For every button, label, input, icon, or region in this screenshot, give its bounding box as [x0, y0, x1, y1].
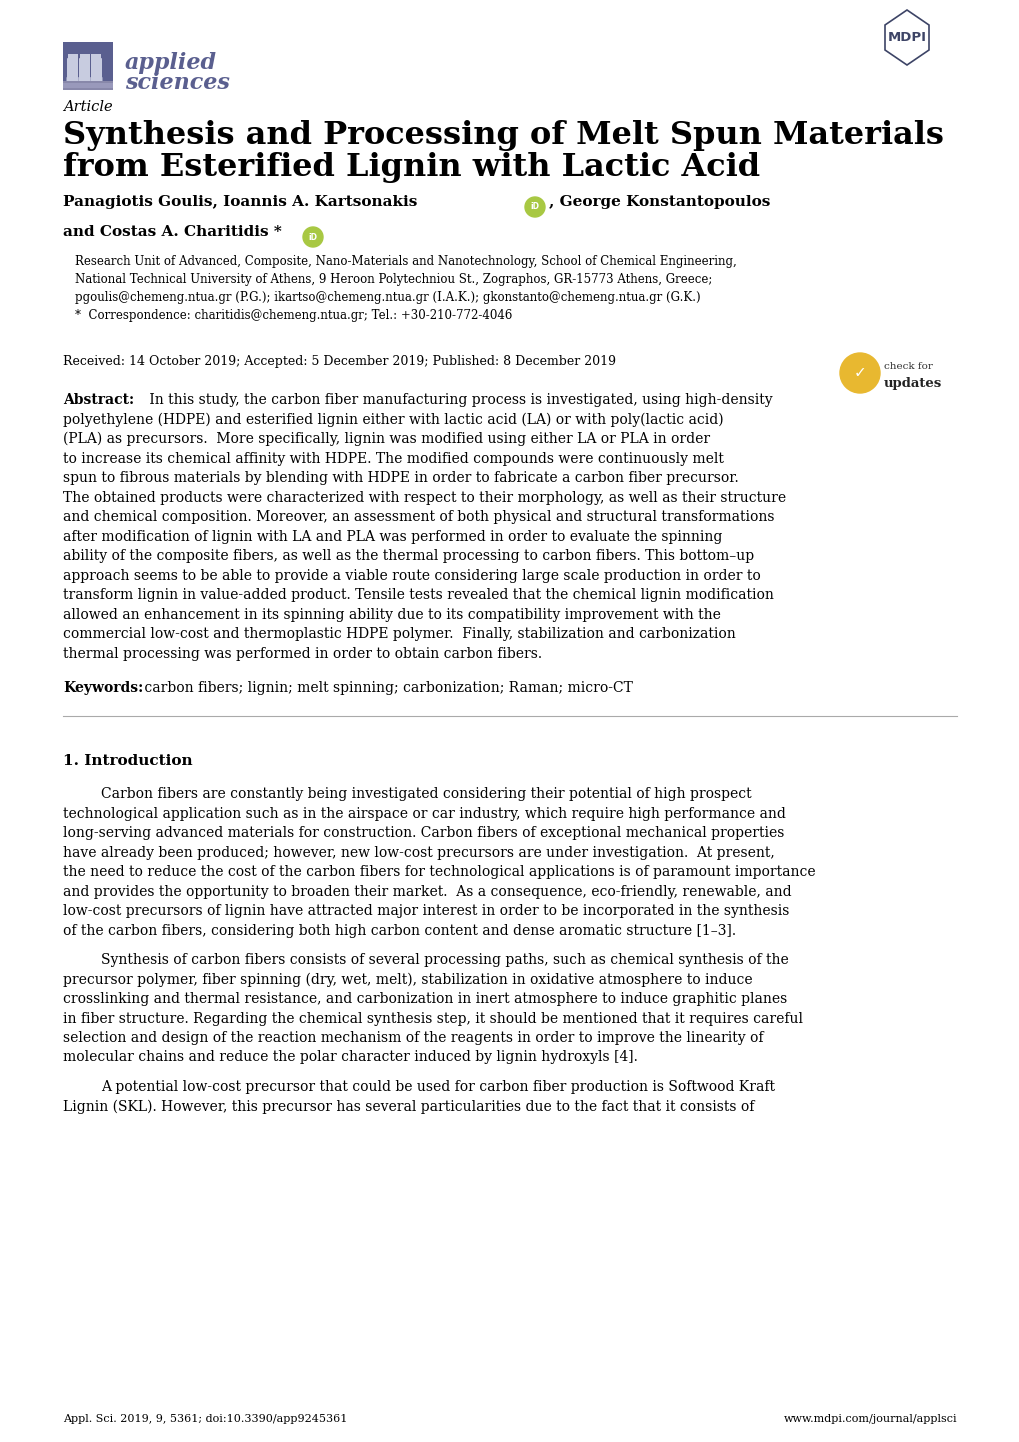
FancyBboxPatch shape [91, 58, 102, 82]
Text: pgoulis@chemeng.ntua.gr (P.G.); ikartso@chemeng.ntua.gr (I.A.K.); gkonstanto@che: pgoulis@chemeng.ntua.gr (P.G.); ikartso@… [75, 291, 700, 304]
Text: to increase its chemical affinity with HDPE. The modified compounds were continu: to increase its chemical affinity with H… [63, 451, 723, 466]
Text: Synthesis of carbon fibers consists of several processing paths, such as chemica: Synthesis of carbon fibers consists of s… [101, 953, 788, 968]
Text: in fiber structure. Regarding the chemical synthesis step, it should be mentione: in fiber structure. Regarding the chemic… [63, 1011, 802, 1025]
FancyBboxPatch shape [78, 76, 91, 84]
Text: and provides the opportunity to broaden their market.  As a consequence, eco-fri: and provides the opportunity to broaden … [63, 884, 791, 898]
Text: thermal processing was performed in order to obtain carbon fibers.: thermal processing was performed in orde… [63, 646, 541, 660]
Text: ability of the composite fibers, as well as the thermal processing to carbon fib: ability of the composite fibers, as well… [63, 549, 753, 562]
Text: MDPI: MDPI [887, 30, 925, 45]
Text: and Costas A. Charitidis *: and Costas A. Charitidis * [63, 225, 281, 239]
Text: , George Konstantopoulos: , George Konstantopoulos [548, 195, 769, 209]
FancyBboxPatch shape [91, 76, 102, 84]
FancyBboxPatch shape [67, 58, 77, 82]
Text: of the carbon fibers, considering both high carbon content and dense aromatic st: of the carbon fibers, considering both h… [63, 923, 736, 937]
Text: www.mdpi.com/journal/applsci: www.mdpi.com/journal/applsci [783, 1415, 956, 1425]
Text: In this study, the carbon fiber manufacturing process is investigated, using hig: In this study, the carbon fiber manufact… [145, 394, 771, 407]
Text: sciences: sciences [125, 72, 229, 94]
Text: iD: iD [530, 202, 539, 212]
Text: iD: iD [308, 232, 317, 241]
Text: Abstract:: Abstract: [63, 394, 133, 407]
Circle shape [840, 353, 879, 394]
Text: technological application such as in the airspace or car industry, which require: technological application such as in the… [63, 806, 785, 820]
Text: Panagiotis Goulis, Ioannis A. Kartsonakis: Panagiotis Goulis, Ioannis A. Kartsonaki… [63, 195, 417, 209]
Text: Synthesis and Processing of Melt Spun Materials: Synthesis and Processing of Melt Spun Ma… [63, 120, 943, 151]
Bar [67, 53, 77, 61]
Text: the need to reduce the cost of the carbon fibers for technological applications : the need to reduce the cost of the carbo… [63, 865, 815, 880]
Bar [63, 84, 113, 88]
Text: Carbon fibers are constantly being investigated considering their potential of h: Carbon fibers are constantly being inves… [101, 787, 751, 800]
FancyBboxPatch shape [63, 42, 113, 89]
Text: carbon fibers; lignin; melt spinning; carbonization; Raman; micro-CT: carbon fibers; lignin; melt spinning; ca… [140, 681, 632, 695]
Bar [79, 53, 90, 61]
Text: ✓: ✓ [853, 365, 865, 381]
Text: polyethylene (HDPE) and esterified lignin either with lactic acid (LA) or with p: polyethylene (HDPE) and esterified ligni… [63, 412, 722, 427]
Text: 1. Introduction: 1. Introduction [63, 754, 193, 769]
Text: Article: Article [63, 99, 112, 114]
Text: spun to fibrous materials by blending with HDPE in order to fabricate a carbon f: spun to fibrous materials by blending wi… [63, 472, 738, 485]
Circle shape [525, 198, 544, 216]
Text: The obtained products were characterized with respect to their morphology, as we: The obtained products were characterized… [63, 490, 786, 505]
Text: Received: 14 October 2019; Accepted: 5 December 2019; Published: 8 December 2019: Received: 14 October 2019; Accepted: 5 D… [63, 355, 615, 368]
Text: allowed an enhancement in its spinning ability due to its compatibility improvem: allowed an enhancement in its spinning a… [63, 607, 720, 622]
Text: molecular chains and reduce the polar character induced by lignin hydroxyls [4].: molecular chains and reduce the polar ch… [63, 1051, 637, 1064]
Text: Appl. Sci. 2019, 9, 5361; doi:10.3390/app9245361: Appl. Sci. 2019, 9, 5361; doi:10.3390/ap… [63, 1415, 347, 1425]
Text: A potential low-cost precursor that could be used for carbon fiber production is: A potential low-cost precursor that coul… [101, 1080, 774, 1094]
Text: (PLA) as precursors.  More specifically, lignin was modified using either LA or : (PLA) as precursors. More specifically, … [63, 433, 709, 447]
Text: selection and design of the reaction mechanism of the reagents in order to impro: selection and design of the reaction mec… [63, 1031, 763, 1045]
Text: after modification of lignin with LA and PLA was performed in order to evaluate : after modification of lignin with LA and… [63, 529, 721, 544]
Text: National Technical University of Athens, 9 Heroon Polytechniou St., Zographos, G: National Technical University of Athens,… [75, 273, 711, 286]
Text: applied: applied [125, 52, 217, 74]
Text: precursor polymer, fiber spinning (dry, wet, melt), stabilization in oxidative a: precursor polymer, fiber spinning (dry, … [63, 972, 752, 986]
Text: Lignin (SKL). However, this precursor has several particularities due to the fac: Lignin (SKL). However, this precursor ha… [63, 1099, 754, 1113]
Text: updates: updates [883, 376, 942, 389]
Circle shape [303, 226, 323, 247]
Text: Research Unit of Advanced, Composite, Nano-Materials and Nanotechnology, School : Research Unit of Advanced, Composite, Na… [75, 255, 736, 268]
FancyBboxPatch shape [66, 76, 78, 84]
Text: crosslinking and thermal resistance, and carbonization in inert atmosphere to in: crosslinking and thermal resistance, and… [63, 992, 787, 1007]
Text: long-serving advanced materials for construction. Carbon fibers of exceptional m: long-serving advanced materials for cons… [63, 826, 784, 841]
Text: and chemical composition. Moreover, an assessment of both physical and structura: and chemical composition. Moreover, an a… [63, 510, 773, 523]
Text: check for: check for [883, 362, 932, 371]
FancyBboxPatch shape [78, 58, 90, 82]
Text: transform lignin in value-added product. Tensile tests revealed that the chemica: transform lignin in value-added product.… [63, 588, 773, 601]
Text: low-cost precursors of lignin have attracted major interest in order to be incor: low-cost precursors of lignin have attra… [63, 904, 789, 919]
Bar [63, 81, 113, 89]
Text: approach seems to be able to provide a viable route considering large scale prod: approach seems to be able to provide a v… [63, 568, 760, 583]
Text: have already been produced; however, new low-cost precursors are under investiga: have already been produced; however, new… [63, 845, 774, 859]
Text: Keywords:: Keywords: [63, 681, 143, 695]
Text: *  Correspondence: charitidis@chemeng.ntua.gr; Tel.: +30-210-772-4046: * Correspondence: charitidis@chemeng.ntu… [75, 309, 512, 322]
Bar [92, 53, 102, 61]
Text: from Esterified Lignin with Lactic Acid: from Esterified Lignin with Lactic Acid [63, 151, 759, 183]
Text: commercial low-cost and thermoplastic HDPE polymer.  Finally, stabilization and : commercial low-cost and thermoplastic HD… [63, 627, 735, 642]
